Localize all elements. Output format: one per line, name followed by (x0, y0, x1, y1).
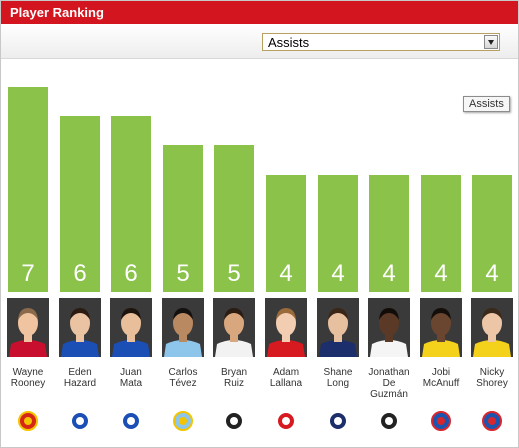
manchester-united-crest-icon (17, 410, 39, 432)
bar-value-label: 4 (279, 260, 293, 287)
player-name: Jonathan De Guzmán (368, 367, 410, 400)
bar-value-label: 6 (124, 260, 138, 287)
reading-crest-icon (481, 410, 503, 432)
chelsea-crest-icon (120, 410, 142, 432)
bar[interactable] (472, 175, 512, 292)
bar[interactable] (163, 145, 203, 292)
chelsea-crest-icon (69, 410, 91, 432)
player-photo (265, 298, 307, 357)
bar-value-label: 5 (176, 260, 190, 287)
bar[interactable] (111, 116, 151, 292)
bar[interactable] (318, 175, 358, 292)
player-name: Shane Long (323, 367, 353, 389)
player-name: Bryan Ruiz (220, 367, 248, 389)
bar-value-label: 4 (331, 260, 345, 287)
player-photo (162, 298, 204, 357)
player-name: Carlos Tévez (168, 367, 198, 389)
bar-value-label: 4 (485, 260, 499, 287)
bar[interactable] (421, 175, 461, 292)
swansea-crest-icon (378, 410, 400, 432)
player-photo (317, 298, 359, 357)
player-photo (368, 298, 410, 357)
player-photo (420, 298, 462, 357)
widget-header: Player Ranking (1, 1, 518, 24)
bar-value-label: 5 (227, 260, 241, 287)
manchester-city-crest-icon (172, 410, 194, 432)
bar-value-label: 6 (73, 260, 87, 287)
bar[interactable] (8, 87, 48, 292)
widget-toolbar: Assists (1, 24, 518, 59)
bar[interactable] (60, 116, 100, 292)
bar-value-label: 4 (434, 260, 448, 287)
stat-select[interactable]: Assists (262, 33, 500, 51)
player-name: Adam Lallana (269, 367, 303, 389)
stat-select-value: Assists (268, 35, 310, 50)
player-name: Nicky Shorey (476, 367, 508, 389)
west-brom-crest-icon (327, 410, 349, 432)
player-photo (110, 298, 152, 357)
player-name: Juan Mata (119, 367, 143, 389)
bar[interactable] (266, 175, 306, 292)
stat-tooltip: Assists (463, 96, 510, 112)
bar[interactable] (369, 175, 409, 292)
player-name: Eden Hazard (63, 367, 97, 389)
bar[interactable] (214, 145, 254, 292)
bar-value-label: 7 (21, 260, 35, 287)
player-photo (7, 298, 49, 357)
southampton-crest-icon (275, 410, 297, 432)
player-name: Wayne Rooney (10, 367, 46, 389)
dropdown-arrow-icon[interactable] (484, 35, 498, 49)
player-photo (59, 298, 101, 357)
player-photo (471, 298, 513, 357)
player-photo (213, 298, 255, 357)
player-name: Jobi McAnuff (422, 367, 460, 389)
reading-crest-icon (430, 410, 452, 432)
fulham-crest-icon (223, 410, 245, 432)
widget-title: Player Ranking (10, 5, 104, 20)
bar-value-label: 4 (382, 260, 396, 287)
